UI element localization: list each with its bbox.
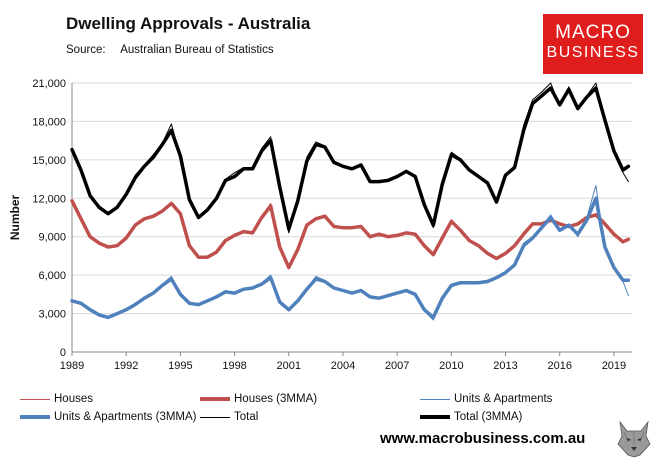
y-tick-label: 15,000 xyxy=(32,155,66,167)
y-tick-label: 0 xyxy=(60,347,66,359)
series-line-houses-3mma xyxy=(70,199,631,270)
legend-swatch xyxy=(420,415,450,419)
y-tick-label: 21,000 xyxy=(32,78,66,90)
x-tick-label: 2001 xyxy=(277,360,301,372)
legend-item: Houses xyxy=(20,393,93,405)
x-tick-label: 2007 xyxy=(385,360,409,372)
x-tick-label: 2004 xyxy=(331,360,355,372)
legend-item: Total (3MMA) xyxy=(420,411,522,423)
series-line-total xyxy=(71,82,629,234)
wolf-logo-icon xyxy=(616,418,652,458)
source-line: Source: Australian Bureau of Statistics xyxy=(66,44,274,56)
x-tick-label: 1989 xyxy=(60,360,84,372)
x-tick-label: 2016 xyxy=(547,360,571,372)
legend-item: Units & Apartments xyxy=(420,393,552,405)
legend-label: Units & Apartments xyxy=(454,393,553,405)
legend-swatch xyxy=(420,398,450,400)
legend-item: Houses (3MMA) xyxy=(200,393,317,405)
legend-label: Units & Apartments (3MMA) xyxy=(54,411,197,423)
legend-item: Units & Apartments (3MMA) xyxy=(20,411,197,423)
legend-swatch xyxy=(200,397,230,401)
legend-swatch xyxy=(20,398,50,400)
y-tick-label: 3,000 xyxy=(38,309,66,321)
x-tick-label: 1992 xyxy=(114,360,138,372)
y-tick-label: 18,000 xyxy=(32,116,66,128)
x-tick-label: 2010 xyxy=(439,360,463,372)
series-line-total-3mma xyxy=(70,86,631,231)
y-tick-label: 6,000 xyxy=(38,270,66,282)
website-url[interactable]: www.macrobusiness.com.au xyxy=(380,430,586,447)
legend-label: Houses (3MMA) xyxy=(234,393,318,405)
x-tick-label: 1995 xyxy=(168,360,192,372)
source-value: Australian Bureau of Statistics xyxy=(120,44,274,56)
y-tick-label: 9,000 xyxy=(38,232,66,244)
legend-label: Total (3MMA) xyxy=(454,411,523,423)
y-tick-label: 12,000 xyxy=(32,193,66,205)
series-line-houses xyxy=(71,199,629,270)
legend-label: Houses xyxy=(54,393,93,405)
legend-swatch xyxy=(200,416,230,418)
x-tick-label: 1998 xyxy=(222,360,246,372)
x-tick-label: 2013 xyxy=(493,360,517,372)
line-chart: 0 3,000 6,000 9,000 12,000 15,000 18,000 21,000… xyxy=(8,78,632,372)
legend-label: Total xyxy=(234,411,259,423)
macrobusiness-logo[interactable]: MACRO BUSINESS xyxy=(543,14,643,74)
series-line-units-apartments xyxy=(71,185,629,321)
x-tick-label: 2019 xyxy=(602,360,626,372)
chart-title: Dwelling Approvals - Australia xyxy=(66,14,311,33)
source-label: Source: xyxy=(66,44,106,56)
y-axis-label: Number xyxy=(8,195,22,241)
legend-item: Total xyxy=(200,411,258,423)
logo-line-2: BUSINESS xyxy=(546,44,640,61)
logo-line-1: MACRO xyxy=(555,22,631,43)
legend-swatch xyxy=(20,415,50,419)
